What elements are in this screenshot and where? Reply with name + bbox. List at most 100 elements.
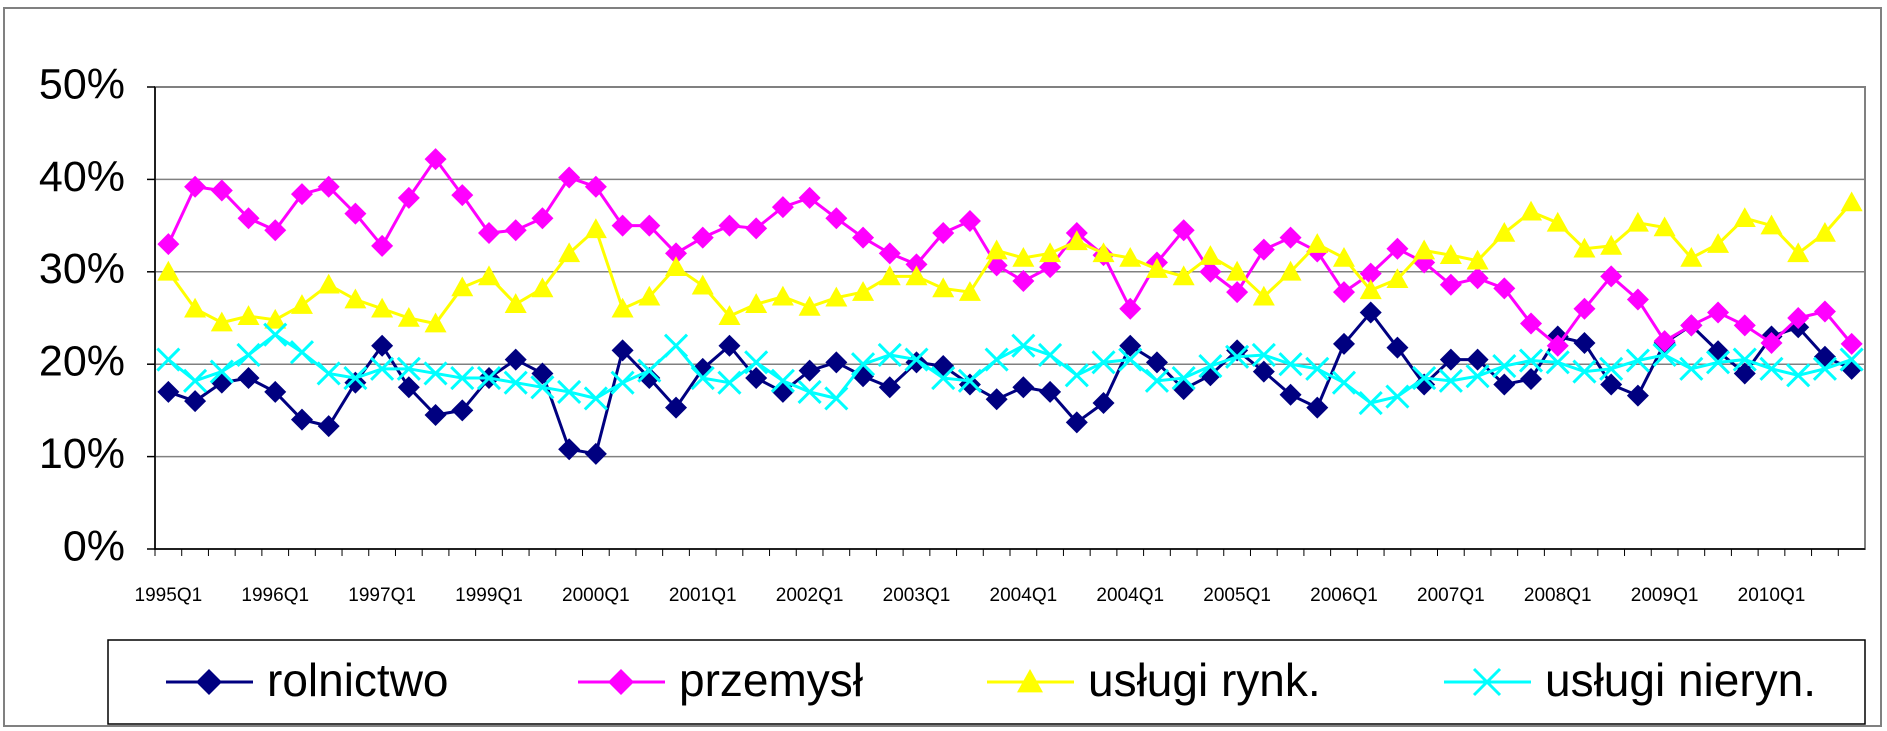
x-tick-label: 2003Q1 bbox=[883, 585, 951, 606]
marker bbox=[905, 265, 928, 286]
marker bbox=[1017, 669, 1043, 693]
marker bbox=[717, 370, 742, 395]
marker bbox=[1787, 242, 1810, 263]
marker bbox=[1466, 348, 1489, 371]
marker bbox=[584, 218, 607, 239]
marker bbox=[1465, 364, 1490, 389]
marker bbox=[1039, 380, 1062, 403]
marker bbox=[1358, 390, 1383, 416]
marker bbox=[1653, 216, 1676, 237]
marker bbox=[423, 361, 448, 386]
marker bbox=[1759, 356, 1784, 381]
marker bbox=[344, 202, 367, 225]
marker bbox=[1386, 336, 1409, 359]
marker bbox=[798, 186, 821, 209]
series-line bbox=[167, 332, 1853, 405]
marker bbox=[1226, 260, 1249, 281]
marker bbox=[1119, 297, 1142, 320]
marker bbox=[1572, 359, 1597, 384]
marker bbox=[1626, 211, 1649, 232]
marker bbox=[1600, 265, 1623, 288]
marker bbox=[237, 207, 260, 230]
marker bbox=[665, 242, 688, 265]
marker bbox=[209, 359, 234, 384]
marker bbox=[1385, 384, 1410, 409]
marker bbox=[798, 359, 821, 382]
marker bbox=[264, 219, 287, 242]
marker bbox=[1812, 356, 1837, 381]
marker bbox=[1732, 347, 1757, 372]
marker bbox=[196, 669, 222, 695]
marker bbox=[905, 351, 928, 374]
x-tick-label: 2009Q1 bbox=[1631, 585, 1699, 606]
marker bbox=[1279, 260, 1302, 281]
marker bbox=[904, 347, 929, 372]
marker bbox=[263, 322, 288, 347]
x-tick-label: 2007Q1 bbox=[1417, 585, 1485, 606]
marker bbox=[1039, 242, 1062, 263]
marker bbox=[451, 399, 474, 422]
marker bbox=[1760, 214, 1783, 235]
marker bbox=[1092, 392, 1115, 415]
x-tick-label: 2000Q1 bbox=[562, 585, 630, 606]
marker bbox=[370, 356, 395, 381]
marker bbox=[771, 196, 794, 219]
marker bbox=[1225, 344, 1250, 369]
series-line bbox=[166, 156, 1853, 348]
marker bbox=[824, 386, 849, 411]
marker bbox=[1520, 200, 1543, 221]
marker bbox=[877, 342, 902, 368]
marker bbox=[1545, 350, 1570, 375]
marker bbox=[477, 221, 500, 244]
marker bbox=[1359, 279, 1382, 300]
marker bbox=[1172, 219, 1195, 242]
marker bbox=[1573, 297, 1596, 320]
marker bbox=[1012, 376, 1035, 399]
marker bbox=[1386, 237, 1409, 260]
marker bbox=[371, 297, 394, 318]
marker bbox=[237, 367, 260, 390]
marker bbox=[1472, 667, 1502, 697]
marker bbox=[1091, 350, 1116, 375]
marker bbox=[850, 352, 876, 377]
marker bbox=[344, 288, 367, 309]
marker bbox=[316, 361, 341, 386]
marker bbox=[663, 333, 689, 358]
marker bbox=[691, 226, 714, 249]
x-tick-label: 1997Q1 bbox=[348, 585, 416, 606]
marker bbox=[558, 166, 581, 189]
marker bbox=[1466, 267, 1489, 290]
marker bbox=[210, 179, 233, 202]
marker bbox=[1332, 246, 1355, 267]
marker bbox=[985, 388, 1008, 411]
marker bbox=[1733, 207, 1756, 228]
legend-label: przemysł bbox=[679, 654, 863, 706]
marker bbox=[905, 253, 928, 276]
marker bbox=[1118, 347, 1143, 372]
marker bbox=[397, 376, 420, 399]
x-tick-label: 1995Q1 bbox=[135, 585, 203, 606]
marker bbox=[1011, 333, 1036, 358]
marker bbox=[984, 347, 1009, 372]
marker bbox=[691, 274, 714, 295]
marker bbox=[1012, 270, 1035, 293]
x-tick-label: 2001Q1 bbox=[669, 585, 737, 606]
marker bbox=[825, 207, 848, 230]
marker bbox=[531, 362, 554, 385]
legend-box bbox=[107, 639, 1866, 725]
marker bbox=[584, 175, 607, 198]
marker bbox=[1092, 242, 1115, 263]
marker bbox=[1573, 237, 1596, 258]
marker bbox=[665, 256, 688, 276]
marker bbox=[424, 312, 447, 333]
marker bbox=[637, 358, 662, 383]
y-tick-label: 40% bbox=[39, 153, 125, 201]
marker bbox=[1412, 365, 1437, 391]
marker bbox=[424, 404, 447, 427]
marker bbox=[1279, 226, 1302, 249]
marker bbox=[1600, 234, 1623, 255]
marker bbox=[1466, 249, 1489, 270]
x-tick-label: 2005Q1 bbox=[1203, 585, 1271, 606]
y-tick-label: 50% bbox=[39, 60, 125, 108]
marker bbox=[424, 148, 447, 171]
